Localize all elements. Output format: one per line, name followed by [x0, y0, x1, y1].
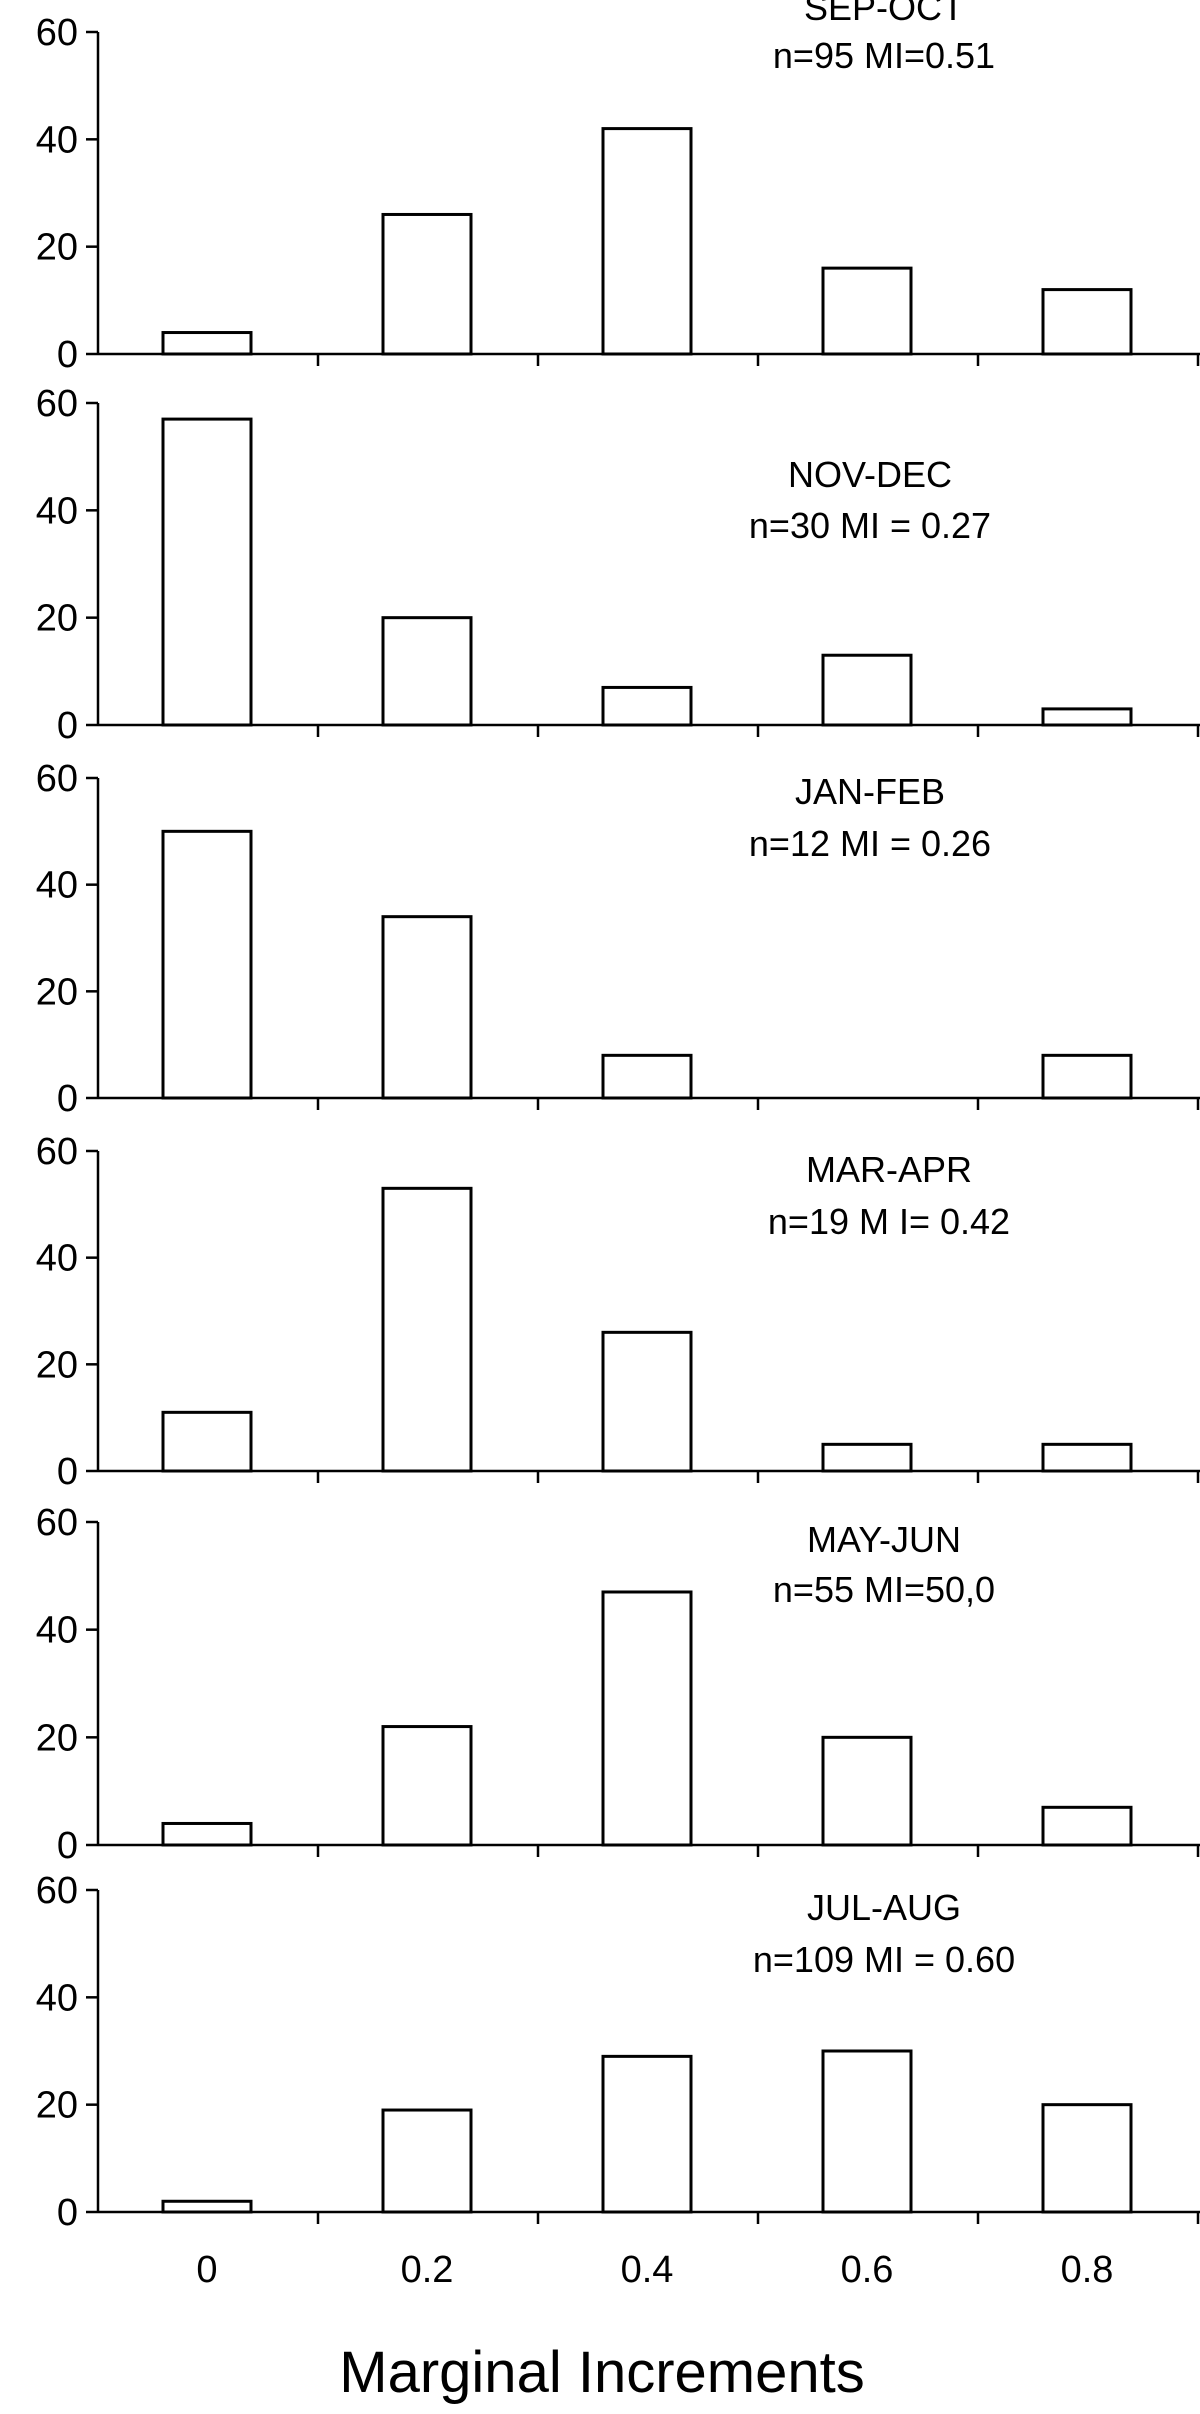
y-tick-label: 0	[57, 334, 78, 376]
panel-stats: n=95 MI=0.51	[773, 35, 995, 76]
y-tick-label: 0	[57, 1451, 78, 1493]
bar-0.4	[601, 1053, 693, 1100]
y-tick-label: 40	[36, 865, 78, 907]
panel-title: NOV-DEC	[788, 454, 952, 495]
bar-0.8	[1041, 1442, 1133, 1473]
panel-stats: n=30 MI = 0.27	[749, 505, 991, 546]
panel-stats: n=19 M I= 0.42	[768, 1201, 1010, 1242]
bar-0.4	[601, 1590, 693, 1847]
y-tick-label: 60	[36, 12, 78, 54]
x-tick-label: 0.8	[1061, 2249, 1114, 2291]
bar-0	[161, 1410, 253, 1473]
panel-title: SEP-OCT	[804, 0, 964, 28]
panel-sep-oct: 0 20 40 60 SEP-OCT n=95 MI=0.51	[36, 0, 1200, 376]
bar-0.2	[381, 2108, 473, 2214]
y-tick-label: 20	[36, 598, 78, 640]
bar-0.2	[381, 616, 473, 727]
panel-stats: n=55 MI=50,0	[773, 1569, 995, 1610]
y-tick-label: 40	[36, 1610, 78, 1652]
y-tick-label: 60	[36, 1870, 78, 1912]
panel-title: JAN-FEB	[795, 771, 945, 812]
bar-0.8	[1041, 2103, 1133, 2214]
bar-0	[161, 417, 253, 727]
x-axis-label: Marginal Increments	[339, 2340, 864, 2405]
y-tick-label: 20	[36, 1717, 78, 1759]
y-tick-label: 20	[36, 971, 78, 1013]
bar-0	[161, 2199, 253, 2214]
bar-0	[161, 829, 253, 1100]
bar-0.6	[821, 2049, 913, 2214]
bar-0.6	[821, 653, 913, 727]
x-tick-label: 0.6	[841, 2249, 894, 2291]
x-tick-label: 0.2	[401, 2249, 454, 2291]
panel-may-jun: 0 20 40 60 MAY-JUN n=55 MI=50,0	[36, 1502, 1200, 1867]
bar-0	[161, 331, 253, 356]
y-tick-label: 0	[57, 1825, 78, 1867]
y-tick-label: 0	[57, 1078, 78, 1120]
bar-0.4	[601, 2054, 693, 2214]
bar-0.4	[601, 127, 693, 356]
panel-mar-apr: 0 20 40 60 MAR-APR n=19 M I= 0.42	[36, 1131, 1200, 1493]
y-tick-label: 60	[36, 758, 78, 800]
bar-0.4	[601, 685, 693, 727]
bar-0.8	[1041, 1053, 1133, 1100]
y-tick-label: 40	[36, 490, 78, 532]
panel-nov-dec: 0 20 40 60 NOV-DEC n=30 MI = 0.27	[36, 383, 1200, 747]
y-tick-label: 0	[57, 705, 78, 747]
bar-0.6	[821, 1442, 913, 1473]
y-tick-label: 40	[36, 1238, 78, 1280]
bar-0.8	[1041, 1805, 1133, 1847]
panel-title: MAY-JUN	[807, 1519, 961, 1560]
panel-stats: n=109 MI = 0.60	[753, 1939, 1015, 1980]
y-tick-label: 60	[36, 383, 78, 425]
y-tick-label: 40	[36, 119, 78, 161]
panel-title: JUL-AUG	[807, 1887, 961, 1928]
y-tick-label: 0	[57, 2192, 78, 2234]
y-tick-label: 20	[36, 1344, 78, 1386]
bar-0.8	[1041, 707, 1133, 727]
panel-jul-aug: 0 20 40 60 JUL-AUG n=109 MI = 0.60	[36, 1870, 1200, 2234]
bar-0.4	[601, 1330, 693, 1473]
x-tick-label: 0.4	[621, 2249, 674, 2291]
bar-0.2	[381, 915, 473, 1100]
bar-0.2	[381, 1725, 473, 1847]
bar-0.6	[821, 266, 913, 356]
y-tick-label: 60	[36, 1131, 78, 1173]
y-tick-label: 60	[36, 1502, 78, 1544]
panel-title: MAR-APR	[806, 1149, 972, 1190]
bar-0.2	[381, 1186, 473, 1473]
y-tick-label: 20	[36, 2085, 78, 2127]
bar-0.2	[381, 212, 473, 356]
panel-stats: n=12 MI = 0.26	[749, 823, 991, 864]
bar-0.6	[821, 1735, 913, 1847]
bar-0.8	[1041, 288, 1133, 356]
y-tick-label: 20	[36, 227, 78, 269]
y-tick-label: 40	[36, 1977, 78, 2019]
bar-0	[161, 1821, 253, 1847]
x-tick-label: 0	[196, 2249, 217, 2291]
panel-jan-feb: 0 20 40 60 JAN-FEB n=12 MI = 0.26	[36, 758, 1200, 1120]
